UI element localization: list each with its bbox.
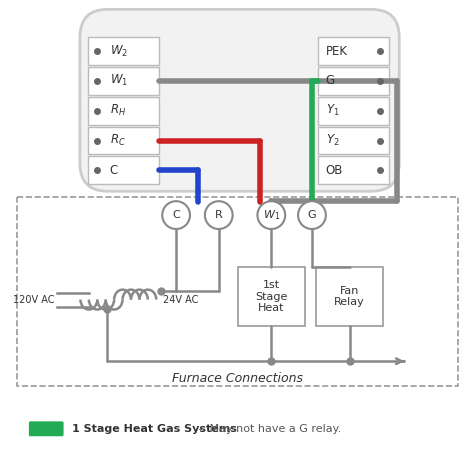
- Circle shape: [162, 201, 190, 229]
- Text: $W_1$: $W_1$: [109, 73, 128, 88]
- Text: $R_H$: $R_H$: [109, 103, 126, 118]
- Text: Furnace Connections: Furnace Connections: [172, 371, 303, 384]
- Text: OB: OB: [326, 164, 343, 177]
- FancyBboxPatch shape: [80, 9, 399, 191]
- Text: C: C: [172, 210, 180, 220]
- Bar: [88, 127, 159, 154]
- Bar: [318, 127, 389, 154]
- Text: G: G: [326, 74, 335, 87]
- Circle shape: [257, 201, 285, 229]
- Text: R: R: [215, 210, 223, 220]
- Text: $Y_1$: $Y_1$: [326, 103, 339, 118]
- Bar: [88, 37, 159, 65]
- Text: G: G: [308, 210, 316, 220]
- Bar: [318, 67, 389, 95]
- Circle shape: [205, 201, 233, 229]
- Bar: [316, 267, 383, 327]
- Text: 24V AC: 24V AC: [163, 295, 198, 304]
- Text: C: C: [109, 164, 118, 177]
- Bar: [237, 267, 305, 327]
- Bar: [88, 97, 159, 125]
- Text: 120V AC: 120V AC: [13, 295, 54, 304]
- Bar: [318, 157, 389, 184]
- Text: Fan
Relay: Fan Relay: [334, 286, 365, 307]
- Text: $Y_2$: $Y_2$: [326, 133, 339, 148]
- FancyBboxPatch shape: [29, 421, 64, 436]
- Bar: [88, 67, 159, 95]
- Circle shape: [298, 201, 326, 229]
- Bar: [88, 157, 159, 184]
- Text: $W_1$: $W_1$: [263, 208, 280, 222]
- Text: 1 Stage Heat Gas Systems: 1 Stage Heat Gas Systems: [72, 424, 237, 434]
- Text: $W_2$: $W_2$: [109, 43, 128, 59]
- Text: PEK: PEK: [326, 45, 348, 58]
- Bar: [318, 37, 389, 65]
- Bar: [318, 97, 389, 125]
- Text: 1st
Stage
Heat: 1st Stage Heat: [255, 280, 288, 313]
- Text: -  May not have a G relay.: - May not have a G relay.: [195, 424, 341, 434]
- Bar: [18, 197, 458, 386]
- Text: $R_C$: $R_C$: [109, 133, 126, 148]
